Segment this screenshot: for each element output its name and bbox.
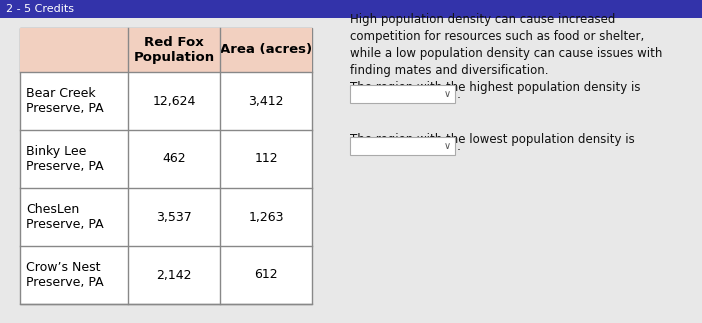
Text: .: . xyxy=(457,88,461,100)
Text: Red Fox
Population: Red Fox Population xyxy=(133,36,215,64)
Text: 3,412: 3,412 xyxy=(249,95,284,108)
Text: The region with the highest population density is: The region with the highest population d… xyxy=(350,81,640,94)
Text: 2,142: 2,142 xyxy=(157,268,192,282)
Text: 3,537: 3,537 xyxy=(156,211,192,224)
Text: 612: 612 xyxy=(254,268,278,282)
Text: .: . xyxy=(457,140,461,152)
Text: Bear Creek
Preserve, PA: Bear Creek Preserve, PA xyxy=(26,87,104,115)
Text: 12,624: 12,624 xyxy=(152,95,196,108)
Text: ∨: ∨ xyxy=(444,89,451,99)
Text: Crow’s Nest
Preserve, PA: Crow’s Nest Preserve, PA xyxy=(26,261,104,289)
Text: High population density can cause increased
competition for resources such as fo: High population density can cause increa… xyxy=(350,13,663,77)
Text: The region with the lowest population density is: The region with the lowest population de… xyxy=(350,133,635,146)
Bar xyxy=(20,28,312,72)
Text: Area (acres): Area (acres) xyxy=(220,44,312,57)
Bar xyxy=(350,137,455,155)
Text: 1,263: 1,263 xyxy=(249,211,284,224)
Bar xyxy=(0,0,702,18)
Bar xyxy=(20,28,312,304)
Text: ∨: ∨ xyxy=(444,141,451,151)
Text: 2 - 5 Credits: 2 - 5 Credits xyxy=(6,4,74,14)
Text: 462: 462 xyxy=(162,152,186,165)
Text: 112: 112 xyxy=(254,152,278,165)
Text: ChesLen
Preserve, PA: ChesLen Preserve, PA xyxy=(26,203,104,231)
Bar xyxy=(350,85,455,103)
Text: Binky Lee
Preserve, PA: Binky Lee Preserve, PA xyxy=(26,145,104,173)
